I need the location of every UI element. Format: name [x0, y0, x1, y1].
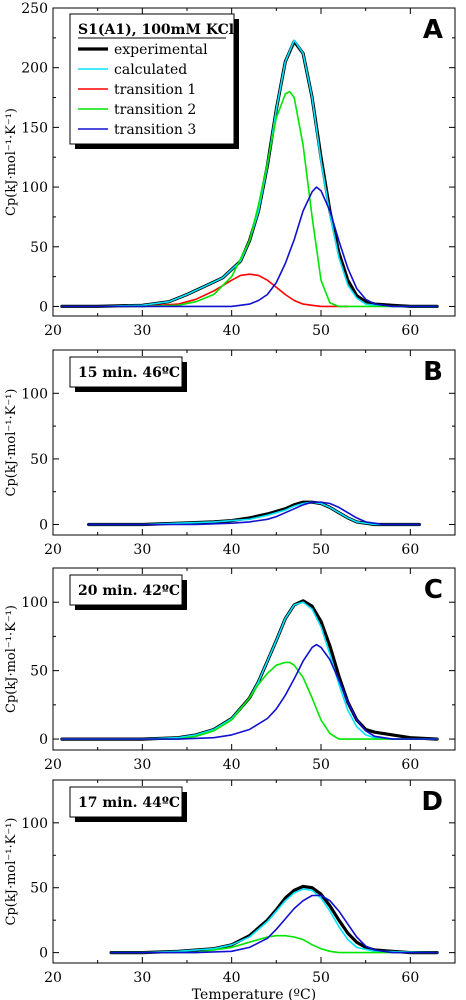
x-tick-label: 50	[312, 323, 330, 339]
y-tick-label: 0	[39, 299, 48, 315]
y-tick-label: 0	[39, 946, 48, 962]
x-tick-label: 30	[133, 323, 151, 339]
x-axis-label: Temperature (ºC)	[192, 987, 316, 1000]
series-line-0	[109, 884, 439, 955]
x-tick-label: 60	[401, 323, 419, 339]
y-axis-label: Cp(kJ·mol⁻¹·K⁻¹)	[4, 605, 19, 713]
series-line-3	[110, 894, 438, 954]
plot-frame	[52, 349, 456, 536]
legend-entry: transition 1	[114, 82, 196, 98]
legend-title: 17 min. 44ºC	[78, 795, 180, 811]
series-line-2	[61, 661, 438, 740]
series-line-2	[110, 934, 438, 954]
plot-frame	[52, 779, 456, 964]
x-tick-label: 60	[401, 757, 419, 773]
y-tick-label: 150	[21, 120, 48, 136]
panel-letter: B	[423, 357, 443, 387]
x-tick-label: 40	[223, 542, 241, 558]
panel-letter: D	[421, 787, 443, 817]
series-line-3	[61, 90, 438, 308]
y-tick-label: 0	[39, 732, 48, 748]
series-line-3	[61, 643, 438, 740]
x-tick-label: 20	[44, 970, 62, 986]
legend-entry: calculated	[114, 62, 187, 78]
series-line-0	[60, 599, 439, 741]
y-axis-label: Cp(kJ·mol⁻¹·K⁻¹)	[4, 818, 19, 926]
y-tick-label: 0	[39, 518, 48, 534]
x-tick-label: 20	[44, 542, 62, 558]
panel-letter: A	[423, 15, 443, 45]
legend-box	[69, 574, 183, 606]
y-tick-label: 50	[30, 664, 48, 680]
legend: 17 min. 44ºC	[69, 786, 187, 822]
x-tick-label: 60	[401, 970, 419, 986]
series-line-2	[61, 273, 349, 308]
x-tick-label: 50	[312, 542, 330, 558]
legend-title: 15 min. 46ºC	[78, 365, 180, 381]
x-tick-label: 50	[312, 970, 330, 986]
x-tick-label: 30	[133, 757, 151, 773]
series-line-1	[61, 601, 438, 740]
legend-box	[69, 786, 183, 818]
panel-A: 20 30 40 50 60 0 50 100 150 200 250 Cp(kJ·mol⁻¹·K⁻¹…	[4, 1, 456, 339]
plot-frame	[52, 567, 456, 751]
series-group	[87, 500, 421, 527]
series-group	[60, 599, 439, 741]
series-line-1	[110, 888, 438, 954]
x-tick-label: 40	[223, 323, 241, 339]
series-line-2	[87, 501, 421, 526]
legend-entry: experimental	[114, 42, 208, 58]
legend-entry: transition 2	[114, 102, 196, 118]
y-tick-label: 100	[21, 595, 48, 611]
series-line-1	[87, 501, 421, 526]
y-tick-label: 100	[21, 180, 48, 196]
legend-box	[69, 13, 235, 145]
legend-box	[69, 356, 183, 388]
legend: 15 min. 46ºC	[69, 356, 187, 392]
series-line-4	[61, 186, 438, 308]
series-group	[60, 39, 439, 308]
y-tick-label: 250	[21, 1, 48, 17]
x-tick-label: 40	[223, 970, 241, 986]
plot-frame	[52, 7, 456, 317]
x-tick-label: 30	[133, 542, 151, 558]
x-tick-label: 50	[312, 757, 330, 773]
y-tick-label: 100	[21, 386, 48, 402]
series-line-1	[61, 39, 438, 308]
legend: 20 min. 42ºC	[69, 574, 187, 610]
x-tick-label: 30	[133, 970, 151, 986]
legend-entry: transition 3	[114, 122, 196, 138]
y-tick-label: 50	[30, 452, 48, 468]
legend: S1(A1), 100mM KCl experimental calculated t…	[69, 13, 239, 149]
x-tick-label: 40	[223, 757, 241, 773]
legend-title: S1(A1), 100mM KCl	[78, 22, 234, 38]
y-tick-label: 200	[21, 61, 48, 77]
x-tick-label: 20	[44, 323, 62, 339]
y-axis-label: Cp(kJ·mol⁻¹·K⁻¹)	[4, 389, 19, 497]
y-tick-label: 100	[21, 816, 48, 832]
y-axis-label: Cp(kJ·mol⁻¹·K⁻¹)	[4, 108, 19, 216]
x-tick-label: 20	[44, 757, 62, 773]
legend-title: 20 min. 42ºC	[78, 583, 180, 599]
panel-letter: C	[424, 575, 443, 605]
y-tick-label: 50	[30, 240, 48, 256]
y-tick-label: 50	[30, 881, 48, 897]
series-group	[109, 884, 439, 955]
x-tick-label: 60	[401, 542, 419, 558]
